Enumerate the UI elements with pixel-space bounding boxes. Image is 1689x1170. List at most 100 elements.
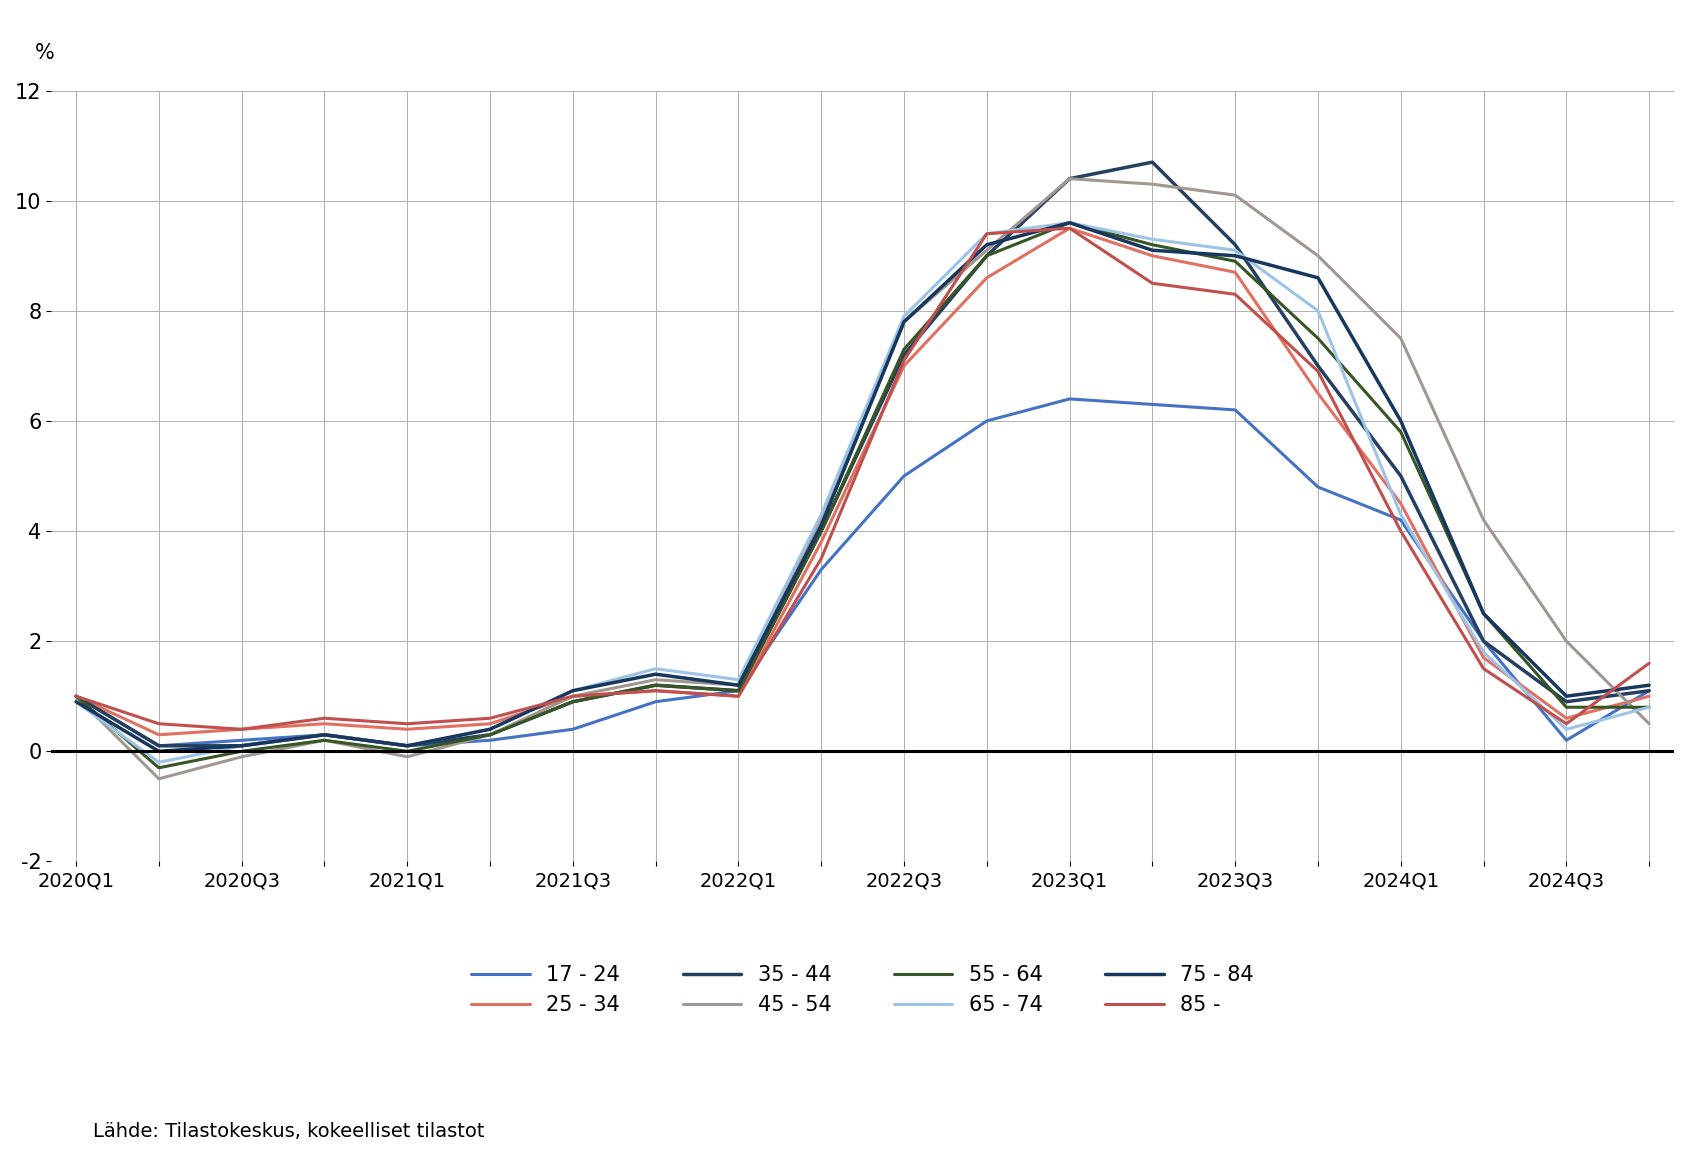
- 45 - 54: [1556, 634, 1576, 648]
- 65 - 74: [1390, 508, 1410, 522]
- 75 - 84: [645, 667, 665, 681]
- 75 - 84: [480, 722, 500, 736]
- 25 - 34: [1142, 249, 1162, 263]
- 45 - 54: [1142, 177, 1162, 191]
- 85 -: [480, 711, 500, 725]
- 25 - 34: [231, 722, 252, 736]
- 65 - 74: [1473, 645, 1493, 659]
- 35 - 44: [728, 683, 748, 697]
- 17 - 24: [1307, 480, 1328, 494]
- 35 - 44: [231, 738, 252, 752]
- 75 - 84: [1225, 249, 1245, 263]
- 55 - 64: [1390, 425, 1410, 439]
- 65 - 74: [728, 673, 748, 687]
- 45 - 54: [811, 512, 831, 526]
- 65 - 74: [480, 722, 500, 736]
- 45 - 54: [149, 772, 169, 786]
- 25 - 34: [149, 728, 169, 742]
- 17 - 24: [314, 728, 334, 742]
- 85 -: [1142, 276, 1162, 290]
- 75 - 84: [1390, 414, 1410, 428]
- 85 -: [1473, 662, 1493, 676]
- 85 -: [66, 689, 86, 703]
- 65 - 74: [1638, 700, 1659, 714]
- 55 - 64: [1307, 331, 1328, 345]
- 85 -: [893, 353, 914, 367]
- 45 - 54: [66, 689, 86, 703]
- 55 - 64: [1142, 238, 1162, 252]
- Line: 65 - 74: 65 - 74: [76, 222, 1648, 763]
- 17 - 24: [1556, 734, 1576, 748]
- 45 - 54: [1390, 331, 1410, 345]
- 65 - 74: [1556, 722, 1576, 736]
- 45 - 54: [1059, 172, 1079, 186]
- 85 -: [1390, 524, 1410, 538]
- 75 - 84: [811, 518, 831, 532]
- 45 - 54: [480, 728, 500, 742]
- 17 - 24: [66, 689, 86, 703]
- 17 - 24: [1390, 512, 1410, 526]
- 65 - 74: [149, 756, 169, 770]
- 35 - 44: [397, 738, 417, 752]
- 25 - 34: [1225, 266, 1245, 280]
- 25 - 34: [645, 683, 665, 697]
- Line: 17 - 24: 17 - 24: [76, 399, 1648, 745]
- 75 - 84: [1556, 689, 1576, 703]
- Line: 55 - 64: 55 - 64: [76, 222, 1648, 768]
- 55 - 64: [66, 689, 86, 703]
- 45 - 54: [1638, 717, 1659, 731]
- 65 - 74: [893, 309, 914, 323]
- 25 - 34: [314, 717, 334, 731]
- 35 - 44: [66, 689, 86, 703]
- 17 - 24: [728, 683, 748, 697]
- 65 - 74: [562, 683, 583, 697]
- 35 - 44: [976, 249, 997, 263]
- 25 - 34: [1307, 386, 1328, 400]
- 65 - 74: [976, 227, 997, 241]
- 17 - 24: [1473, 634, 1493, 648]
- 55 - 64: [728, 683, 748, 697]
- 75 - 84: [1473, 606, 1493, 620]
- 17 - 24: [893, 469, 914, 483]
- 85 -: [728, 689, 748, 703]
- 55 - 64: [645, 679, 665, 693]
- 25 - 34: [811, 535, 831, 549]
- 75 - 84: [1638, 679, 1659, 693]
- 25 - 34: [562, 689, 583, 703]
- Line: 25 - 34: 25 - 34: [76, 228, 1648, 735]
- 65 - 74: [1059, 215, 1079, 229]
- 75 - 84: [1142, 243, 1162, 257]
- 25 - 34: [1556, 711, 1576, 725]
- 25 - 34: [728, 689, 748, 703]
- Line: 75 - 84: 75 - 84: [76, 222, 1648, 751]
- 75 - 84: [314, 728, 334, 742]
- 25 - 34: [1390, 496, 1410, 510]
- 65 - 74: [811, 508, 831, 522]
- 35 - 44: [811, 524, 831, 538]
- 25 - 34: [893, 359, 914, 373]
- 85 -: [1556, 717, 1576, 731]
- 65 - 74: [66, 695, 86, 709]
- 65 - 74: [1307, 304, 1328, 318]
- 55 - 64: [893, 343, 914, 357]
- 65 - 74: [397, 738, 417, 752]
- 75 - 84: [231, 738, 252, 752]
- 55 - 64: [480, 728, 500, 742]
- 45 - 54: [645, 673, 665, 687]
- 35 - 44: [562, 695, 583, 709]
- 55 - 64: [1059, 215, 1079, 229]
- 85 -: [397, 717, 417, 731]
- Line: 45 - 54: 45 - 54: [76, 179, 1648, 779]
- 75 - 84: [562, 683, 583, 697]
- 35 - 44: [480, 728, 500, 742]
- 35 - 44: [1638, 683, 1659, 697]
- 35 - 44: [149, 738, 169, 752]
- 17 - 24: [1142, 398, 1162, 412]
- 35 - 44: [893, 347, 914, 362]
- 85 -: [314, 711, 334, 725]
- 55 - 64: [562, 695, 583, 709]
- 85 -: [645, 683, 665, 697]
- 55 - 64: [976, 249, 997, 263]
- Legend: 17 - 24, 25 - 34, 35 - 44, 45 - 54, 55 - 64, 65 - 74, 75 - 84, 85 -: 17 - 24, 25 - 34, 35 - 44, 45 - 54, 55 -…: [463, 957, 1262, 1024]
- Text: %: %: [35, 43, 54, 63]
